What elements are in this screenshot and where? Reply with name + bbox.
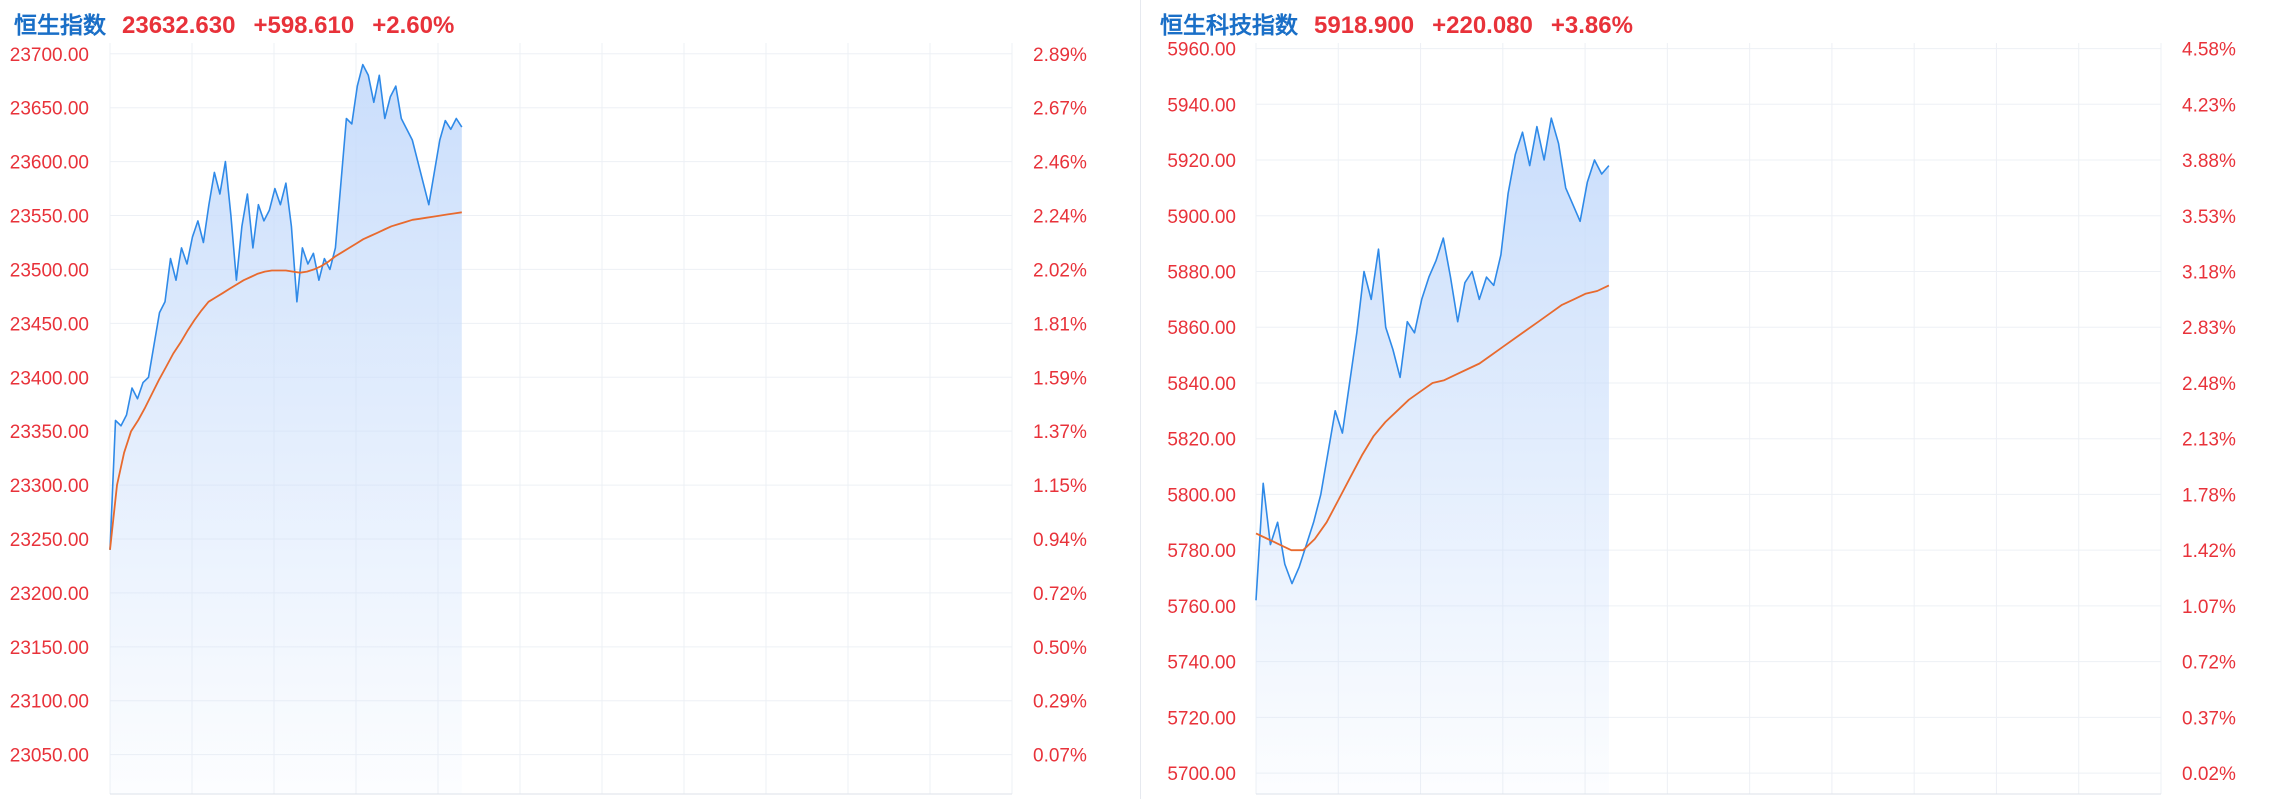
hstech-pct-tick-label: 0.02% [2182, 764, 2236, 785]
hstech-pct-tick-label: 2.83% [2182, 318, 2236, 339]
hstech-title[interactable]: 恒生科技指数 [1160, 13, 1298, 39]
hsi-change-pct: +2.60% [372, 12, 455, 39]
hsi-panel: 恒生指数 23632.630 +598.610 +2.60% 23700.00 2… [0, 0, 1140, 799]
hstech-ytick-label: 5820.00 [1167, 430, 1236, 451]
hstech-ytick-label: 5900.00 [1167, 207, 1236, 228]
hsi-ytick-label: 23050.00 [10, 746, 89, 767]
hsi-price-line [109, 63, 463, 550]
hsi-ytick-label: 23700.00 [10, 45, 89, 66]
hstech-ytick-label: 5840.00 [1167, 374, 1236, 395]
panel-divider [1140, 0, 1141, 799]
hstech-ytick-label: 5780.00 [1167, 541, 1236, 562]
hstech-ytick-label: 5860.00 [1167, 318, 1236, 339]
hsi-pct-tick-label: 2.02% [1033, 260, 1087, 281]
hstech-ytick-label: 5960.00 [1167, 40, 1236, 61]
hsi-pct-tick-label: 0.72% [1033, 584, 1087, 605]
hsi-ytick-label: 23600.00 [10, 153, 89, 174]
hstech-pct-tick-label: 2.13% [2182, 430, 2236, 451]
hsi-change: +598.610 [253, 12, 355, 39]
hsi-header: 恒生指数 23632.630 +598.610 +2.60% [14, 6, 455, 39]
hstech-pct-tick-label: 1.07% [2182, 597, 2236, 618]
hsi-pct-tick-label: 0.94% [1033, 530, 1087, 551]
hstech-price-area [1256, 118, 1609, 794]
hstech-ytick-label: 5800.00 [1167, 485, 1236, 506]
hsi-ytick-label: 23100.00 [10, 692, 89, 713]
hsi-pct-tick-label: 0.50% [1033, 638, 1087, 659]
hsi-pct-tick-label: 1.81% [1033, 314, 1087, 335]
hsi-ytick-label: 23300.00 [10, 476, 89, 497]
hsi-pct-tick-label: 2.24% [1033, 207, 1087, 228]
hsi-pct-tick-label: 1.59% [1033, 368, 1087, 389]
hsi-ytick-label: 23500.00 [10, 260, 89, 281]
hstech-header: 恒生科技指数 5918.900 +220.080 +3.86% [1160, 6, 1633, 39]
hsi-ytick-label: 23550.00 [10, 207, 89, 228]
hsi-ytick-label: 23400.00 [10, 368, 89, 389]
hsi-ytick-label: 23150.00 [10, 638, 89, 659]
hstech-pct-tick-label: 4.23% [2182, 95, 2236, 116]
hstech-value: 5918.900 [1314, 12, 1415, 39]
hstech-ytick-label: 5880.00 [1167, 263, 1236, 284]
hstech-ytick-label: 5720.00 [1167, 708, 1236, 729]
hstech-pct-tick-label: 2.48% [2182, 374, 2236, 395]
hsi-pct-tick-label: 2.67% [1033, 99, 1087, 120]
hstech-change-pct: +3.86% [1550, 12, 1633, 39]
hsi-pct-tick-label: 2.46% [1033, 153, 1087, 174]
hsi-chart[interactable]: 23700.00 2.89% 23650.00 2.67% 23600.00 2.46% 2… [0, 0, 1140, 799]
hstech-price-line [1255, 117, 1610, 601]
hsi-title[interactable]: 恒生指数 [14, 13, 106, 39]
hsi-pct-tick-label: 0.29% [1033, 692, 1087, 713]
hsi-avg-line [109, 211, 462, 550]
hsi-pct-tick-label: 0.07% [1033, 746, 1087, 767]
hstech-ytick-label: 5920.00 [1167, 151, 1236, 172]
hstech-avg-line [1255, 284, 1610, 552]
hstech-pct-tick-label: 3.18% [2182, 263, 2236, 284]
hstech-pct-tick-label: 1.42% [2182, 541, 2236, 562]
hstech-pct-tick-label: 0.37% [2182, 708, 2236, 729]
hsi-ytick-label: 23650.00 [10, 99, 89, 120]
hstech-ytick-label: 5940.00 [1167, 95, 1236, 116]
hstech-chart[interactable]: 5960.00 4.58% 5940.00 4.23% 5920.00 3.88% 5900… [1146, 0, 2289, 799]
hsi-pct-tick-label: 1.37% [1033, 422, 1087, 443]
hsi-price-area [110, 64, 462, 795]
hstech-change: +220.080 [1432, 12, 1533, 39]
hstech-ytick-label: 5700.00 [1167, 764, 1236, 785]
hsi-value: 23632.630 [122, 12, 236, 39]
hstech-pct-tick-label: 3.88% [2182, 151, 2236, 172]
hsi-ytick-label: 23250.00 [10, 530, 89, 551]
hstech-panel: 恒生科技指数 5918.900 +220.080 +3.86% 5960.00 4… [1146, 0, 2289, 799]
hsi-ytick-label: 23350.00 [10, 422, 89, 443]
hsi-ytick-label: 23200.00 [10, 584, 89, 605]
hsi-ytick-label: 23450.00 [10, 314, 89, 335]
hstech-pct-tick-label: 3.53% [2182, 207, 2236, 228]
hstech-ytick-label: 5760.00 [1167, 597, 1236, 618]
hstech-pct-tick-label: 4.58% [2182, 40, 2236, 61]
hsi-pct-tick-label: 2.89% [1033, 45, 1087, 66]
hstech-ytick-label: 5740.00 [1167, 653, 1236, 674]
hsi-pct-tick-label: 1.15% [1033, 476, 1087, 497]
hstech-pct-tick-label: 1.78% [2182, 485, 2236, 506]
hstech-pct-tick-label: 0.72% [2182, 653, 2236, 674]
